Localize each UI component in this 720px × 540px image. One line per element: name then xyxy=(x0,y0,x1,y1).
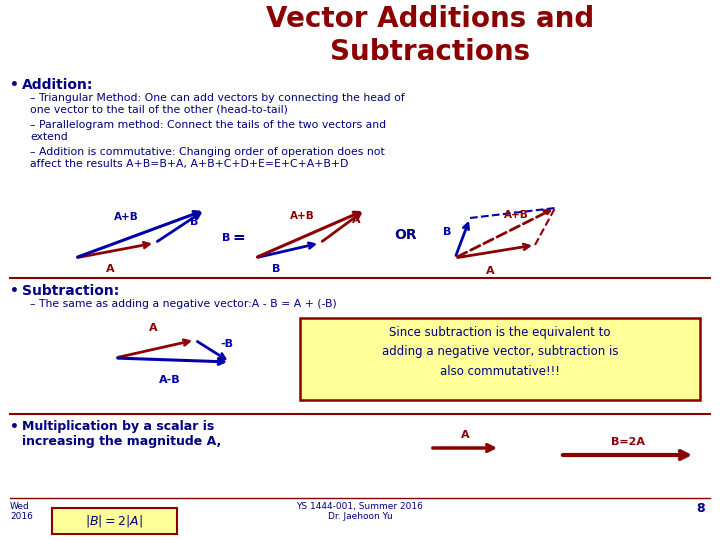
Text: – Parallelogram method: Connect the tails of the two vectors and
extend: – Parallelogram method: Connect the tail… xyxy=(30,120,386,141)
Text: B: B xyxy=(443,227,451,237)
Text: A: A xyxy=(461,430,469,440)
Text: – Addition is commutative: Changing order of operation does not
affect the resul: – Addition is commutative: Changing orde… xyxy=(30,147,384,168)
Text: Addition:: Addition: xyxy=(22,78,94,92)
Text: A: A xyxy=(352,215,361,225)
Text: B: B xyxy=(190,217,199,227)
Text: – Triangular Method: One can add vectors by connecting the head of
one vector to: – Triangular Method: One can add vectors… xyxy=(30,93,405,114)
Text: •: • xyxy=(10,78,19,92)
Text: •: • xyxy=(10,420,19,434)
Text: Since subtraction is the equivalent to
adding a negative vector, subtraction is
: Since subtraction is the equivalent to a… xyxy=(382,326,618,378)
Text: A: A xyxy=(486,266,495,276)
Text: 8: 8 xyxy=(696,502,705,515)
Text: A: A xyxy=(106,264,114,274)
Text: A+B: A+B xyxy=(289,211,315,221)
Text: B: B xyxy=(272,264,280,274)
Text: A+B: A+B xyxy=(114,212,138,222)
Text: Vector Additions and: Vector Additions and xyxy=(266,5,594,33)
Text: =: = xyxy=(232,231,245,246)
Text: B: B xyxy=(222,233,230,243)
Text: •: • xyxy=(10,284,19,298)
Text: B=2A: B=2A xyxy=(611,437,645,447)
Text: Subtraction:: Subtraction: xyxy=(22,284,120,298)
FancyBboxPatch shape xyxy=(300,318,700,400)
Text: – The same as adding a negative vector:A - B = A + (-B): – The same as adding a negative vector:A… xyxy=(30,299,337,309)
Text: A-B: A-B xyxy=(159,375,181,385)
Text: $|B| = 2|A|$: $|B| = 2|A|$ xyxy=(85,513,143,529)
Text: YS 1444-001, Summer 2016
Dr. Jaehoon Yu: YS 1444-001, Summer 2016 Dr. Jaehoon Yu xyxy=(297,502,423,522)
Text: OR: OR xyxy=(395,228,418,242)
Text: Subtractions: Subtractions xyxy=(330,38,530,66)
Text: A: A xyxy=(149,323,157,333)
FancyBboxPatch shape xyxy=(52,508,177,534)
Text: Multiplication by a scalar is
increasing the magnitude A,: Multiplication by a scalar is increasing… xyxy=(22,420,221,448)
Text: -B: -B xyxy=(220,339,233,349)
Text: A+B: A+B xyxy=(503,210,528,220)
Text: Wed
2016: Wed 2016 xyxy=(10,502,33,522)
